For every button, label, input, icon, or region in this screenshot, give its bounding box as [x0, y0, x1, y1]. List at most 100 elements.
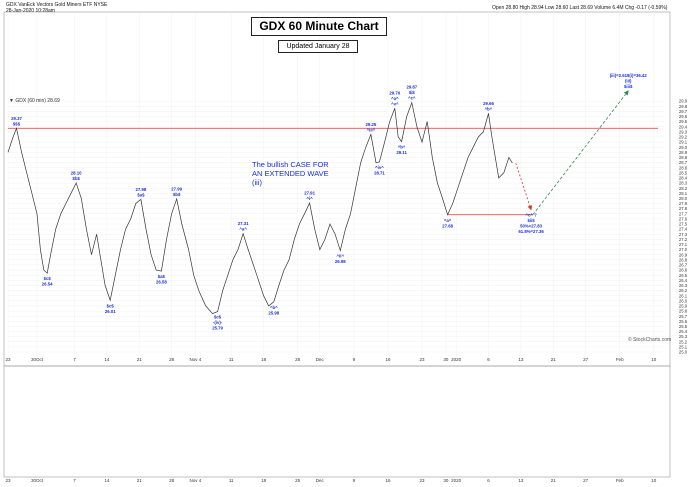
y-tick-label: 28.3	[679, 181, 688, 186]
wave-label-text: ^b^	[398, 145, 406, 150]
wave-label: $c$26.54	[42, 276, 53, 287]
projection-down-arrow	[515, 162, 533, 211]
y-tick-label: 26.6	[679, 268, 688, 273]
wave-label: ^iv^28.71	[374, 165, 385, 176]
x-tick-label-lower: Nov 4	[190, 478, 202, 483]
x-tick-label-lower: 11	[229, 478, 234, 483]
wave-label: 27.31^a^	[238, 221, 249, 232]
x-tick-label-lower: 16	[385, 478, 391, 483]
x-tick-label: 30	[443, 357, 449, 362]
wave-label: $c$-(iv)-25.79	[212, 315, 223, 331]
wave-label-text: $c$	[44, 276, 52, 281]
y-tick-label: 29.4	[679, 124, 688, 129]
wave-label: 29.87$i$^c^	[406, 85, 417, 101]
x-tick-label: 23	[5, 357, 11, 362]
wave-label-text: 28.71	[374, 171, 385, 176]
lower-panel	[3, 365, 671, 478]
wave-label-text: $c$	[107, 303, 115, 308]
x-tick-label-lower: 21	[137, 478, 143, 483]
y-tick-label: 28.0	[679, 196, 688, 201]
wave-label-text: 29.25	[366, 122, 377, 127]
date-line: 28-Jan-2020 10:28am	[6, 8, 55, 14]
x-tick-label-lower: 30Oct	[31, 478, 44, 483]
y-tick-label: 25.4	[679, 329, 688, 334]
y-tick-label: 25.9	[679, 304, 688, 309]
wave-label-text: 27.99	[171, 186, 182, 191]
wave-label-text: 27.31	[238, 221, 249, 226]
wave-label: ^b^29.11	[396, 145, 407, 156]
y-tick-label: 29.0	[679, 145, 688, 150]
wave-label-text: 29.11	[396, 150, 407, 155]
y-tick-label: 27.9	[679, 201, 688, 206]
wave-label-text: 27.91	[304, 191, 315, 196]
wave-label: 29.37$$$	[11, 116, 22, 127]
y-tick-label: 29.3	[679, 129, 688, 134]
y-tick-label: 27.7	[679, 211, 688, 216]
wave-label: 29.25^iii^	[366, 122, 377, 132]
y-tick-label: 28.6	[679, 165, 688, 170]
wave-label-text: 28.10	[71, 171, 82, 176]
symbol-line: GDX VanEck Vectors Gold Miners ETF NYSE	[6, 2, 108, 8]
wave-label: ^b^25.98	[268, 305, 279, 316]
wave-label-text: 29.87	[406, 85, 417, 90]
wave-label: (iii)=2.618(i)=36.42(iii)$iii$	[610, 73, 648, 89]
x-tick-label-lower: 14	[104, 478, 110, 483]
y-tick-label: 25.3	[679, 334, 688, 339]
x-tick-label: 21	[137, 357, 143, 362]
y-tick-label: 25.0	[679, 350, 688, 355]
y-tick-label: 28.4	[679, 176, 688, 181]
y-tick-label: 28.9	[679, 150, 688, 155]
x-tick-label: 23	[420, 357, 426, 362]
y-tick-label: 26.7	[679, 263, 688, 268]
y-tick-label: 26.1	[679, 293, 688, 298]
y-tick-label: 25.5	[679, 324, 688, 329]
wave-label-text: $b$	[72, 176, 80, 181]
wave-label: 29.76^a^^v^	[389, 90, 400, 106]
wave-label-text: 29.66	[483, 101, 494, 106]
x-tick-label: 6	[487, 357, 490, 362]
y-tick-label: 27.0	[679, 247, 688, 252]
y-tick-label: 27.8	[679, 206, 688, 211]
y-tick-label: 28.1	[679, 191, 688, 196]
wave-label-text: $$$	[13, 121, 21, 126]
x-tick-label: 14	[104, 357, 110, 362]
wave-label-text: $a$	[158, 274, 166, 279]
x-tick-label: Feb	[616, 357, 624, 362]
x-tick-label-lower: Dec	[316, 478, 325, 483]
wave-label-text: ^iv^	[375, 165, 384, 170]
y-tick-label: 28.5	[679, 170, 688, 175]
x-tick-label: 18	[261, 357, 267, 362]
x-tick-label-lower: 27	[583, 478, 589, 483]
x-tick-label-lower: Feb	[616, 478, 624, 483]
wave-label: 29.66^b^	[483, 101, 494, 112]
y-tick-label: 26.9	[679, 252, 688, 257]
wave-label-text: 61.8%=27.36	[518, 229, 544, 234]
wave-label-text: 26.54	[42, 282, 53, 287]
wave-label: 27.98$a$	[136, 187, 147, 198]
wave-label-text: $ii$	[528, 218, 536, 223]
wave-label-text: ^i^	[306, 196, 313, 201]
y-tick-label: 26.5	[679, 273, 688, 278]
wave-label-text: (iii)=2.618(i)=36.42	[610, 73, 648, 78]
wave-label-text: 25.79	[212, 326, 223, 331]
y-tick-label: 26.2	[679, 288, 688, 293]
x-tick-label: 2020	[451, 357, 462, 362]
wave-label-text: ^ii^	[337, 254, 345, 259]
wave-label-text: 25.98	[268, 310, 279, 315]
x-tick-label: 10	[651, 357, 657, 362]
x-tick-label-lower: 13	[518, 478, 524, 483]
x-tick-label: 11	[229, 357, 234, 362]
wave-label: ^ii^26.98	[335, 254, 346, 265]
wave-label: 27.99$b$	[171, 186, 182, 197]
y-tick-label: 25.1	[679, 344, 688, 349]
y-tick-label: 29.9	[679, 99, 688, 104]
wave-label-text: $iii$	[624, 84, 633, 89]
wave-label-text: ^a^	[239, 227, 247, 232]
y-tick-label: 28.2	[679, 186, 688, 191]
x-tick-label: Dec	[316, 357, 325, 362]
wave-label-text: ^a^	[444, 218, 452, 223]
wave-label-text: 26.58	[156, 280, 167, 285]
y-tick-label: 29.1	[679, 140, 688, 145]
